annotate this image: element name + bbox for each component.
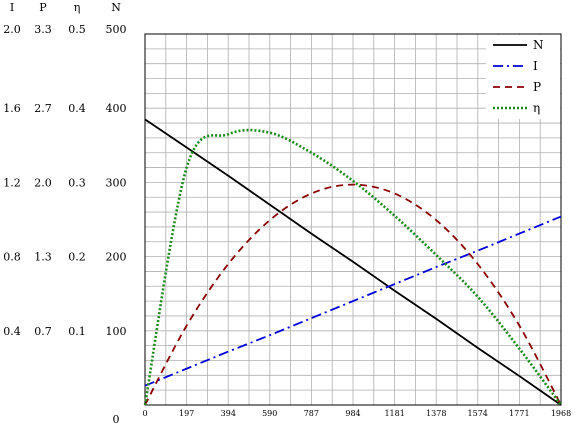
y-tick-label: 400 [106, 102, 127, 115]
y-tick-label: 0 [113, 413, 120, 426]
x-axis-labels: 0 197 394 590 787 984 1181 1378 1574 1771 1968 [142, 409, 571, 418]
series-line-P [144, 183, 562, 406]
x-tick-label: 1181 [384, 409, 404, 418]
y-tick-label: 1.2 [3, 176, 21, 189]
x-tick-label: 590 [262, 409, 277, 418]
legend-label-P: P [533, 80, 541, 94]
y-tick-label: 0.4 [3, 325, 21, 338]
series-line-I [144, 215, 562, 387]
y-tick-label: 0.1 [68, 325, 86, 338]
y-tick-label: 0.3 [68, 176, 86, 189]
y-tick-label: 300 [106, 176, 127, 189]
series-line-N [144, 118, 562, 406]
legend-label-I: I [533, 59, 538, 73]
y-tick-label: 200 [106, 251, 127, 264]
y-tick-label: 0.8 [3, 251, 21, 264]
x-tick-label: 1771 [509, 409, 529, 418]
legend-label-N: N [533, 38, 544, 52]
x-tick-label: 1574 [468, 409, 488, 418]
y-axis-header-1: P [39, 1, 47, 14]
plot-frame [144, 33, 562, 406]
y-tick-label: 1.6 [3, 102, 21, 115]
y-tick-label: 500 [106, 23, 127, 36]
y-tick-label: 100 [106, 325, 127, 338]
x-tick-label: 984 [345, 409, 360, 418]
x-tick-label: 1968 [551, 409, 571, 418]
x-tick-label: 394 [221, 409, 236, 418]
y-axis-header-3: N [111, 1, 121, 14]
y-axis-header-0: I [10, 1, 14, 14]
y-tick-label: 2.0 [3, 23, 21, 36]
x-tick-label: 787 [304, 409, 319, 418]
y-tick-label: 0.5 [68, 23, 86, 36]
y-tick-label: 0.2 [68, 251, 86, 264]
y-tick-label: 3.3 [34, 23, 52, 36]
series-layer [143, 118, 563, 406]
y-tick-label: 2.7 [34, 102, 52, 115]
y-tick-label: 0.7 [34, 325, 52, 338]
y-tick-label: 1.3 [34, 251, 52, 264]
y-axis-header-2: η [74, 1, 81, 14]
legend-label-η: η [533, 101, 540, 115]
y-axis-labels: I 2.0 1.6 1.2 0.8 0.4 P 3.3 2.7 2.0 1.3 0.7 η 0.5 0.4 0… [3, 1, 126, 426]
series-line-η [143, 128, 563, 406]
x-tick-label: 0 [142, 409, 147, 418]
y-tick-label: 0.4 [68, 102, 86, 115]
legend-box [486, 35, 560, 119]
x-tick-label: 197 [179, 409, 194, 418]
x-tick-label: 1378 [426, 409, 446, 418]
y-tick-label: 2.0 [34, 176, 52, 189]
